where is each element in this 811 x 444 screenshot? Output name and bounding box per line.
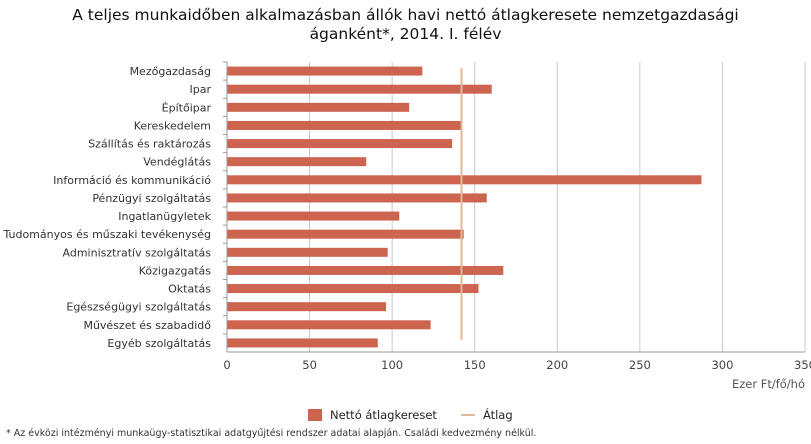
bar bbox=[227, 229, 464, 239]
category-label: Vendéglátás bbox=[143, 156, 211, 169]
category-label: Szállítás és raktározás bbox=[88, 138, 211, 151]
legend-series-label: Nettó átlagkereset bbox=[330, 408, 437, 422]
category-label: Tudományos és műszaki tevékenység bbox=[2, 228, 211, 241]
category-label: Pénzügyi szolgáltatás bbox=[92, 192, 211, 205]
x-tick-label: 350 bbox=[794, 358, 811, 372]
chart-title: A teljes munkaidőben alkalmazásban állók… bbox=[0, 6, 811, 44]
chart-title-line-1: A teljes munkaidőben alkalmazásban állók… bbox=[72, 6, 739, 24]
bar bbox=[227, 302, 387, 312]
category-label: Egyéb szolgáltatás bbox=[107, 337, 211, 350]
x-tick-label: 200 bbox=[546, 358, 568, 372]
category-label: Ingatlanügyletek bbox=[118, 210, 211, 223]
category-label: Oktatás bbox=[168, 283, 211, 296]
legend: Nettó átlagkereset Átlag bbox=[308, 408, 537, 422]
bar bbox=[227, 102, 410, 112]
category-label: Mezőgazdaság bbox=[130, 65, 211, 78]
legend-average-label: Átlag bbox=[482, 408, 513, 422]
bar bbox=[227, 193, 487, 203]
legend-item-average[interactable]: Átlag bbox=[460, 408, 513, 422]
category-label: Kereskedelem bbox=[134, 119, 211, 132]
bar bbox=[227, 265, 504, 275]
category-label: Adminisztratív szolgáltatás bbox=[63, 246, 212, 259]
bar bbox=[227, 139, 453, 149]
x-tick-label: 0 bbox=[223, 358, 230, 372]
category-label: Egészségügyi szolgáltatás bbox=[66, 301, 211, 314]
legend-line-swatch bbox=[460, 414, 475, 416]
bar bbox=[227, 84, 492, 94]
legend-bar-swatch bbox=[308, 409, 322, 421]
footnote: * Az évközi intézményi munkaügy-statiszt… bbox=[6, 428, 537, 439]
chart-title-line-2: áganként*, 2014. I. félév bbox=[309, 25, 502, 43]
bar bbox=[227, 211, 400, 221]
x-tick-label: 100 bbox=[381, 358, 403, 372]
x-tick-label: 250 bbox=[629, 358, 651, 372]
bar bbox=[227, 247, 388, 257]
bar bbox=[227, 284, 479, 294]
bar bbox=[227, 66, 423, 76]
category-label: Építőipar bbox=[162, 101, 212, 114]
x-tick-label: 150 bbox=[464, 358, 486, 372]
x-tick-label: 300 bbox=[711, 358, 733, 372]
x-tick-label: 50 bbox=[302, 358, 317, 372]
category-label: Ipar bbox=[190, 83, 212, 96]
bar bbox=[227, 175, 702, 185]
bar bbox=[227, 120, 463, 130]
x-axis-label: Ezer Ft/fő/hó bbox=[732, 377, 805, 391]
category-label: Közigazgatás bbox=[139, 264, 211, 277]
category-label: Információ és kommunikáció bbox=[53, 174, 211, 187]
bar-chart: 0 50 100 150 200 250 300 350 Mezőgazdaság Ipar Épí… bbox=[2, 61, 811, 391]
bar bbox=[227, 338, 378, 348]
legend-item-series[interactable]: Nettó átlagkereset bbox=[308, 408, 437, 422]
bar bbox=[227, 320, 431, 330]
category-label: Művészet és szabadidő bbox=[83, 319, 211, 332]
bar bbox=[227, 157, 367, 167]
